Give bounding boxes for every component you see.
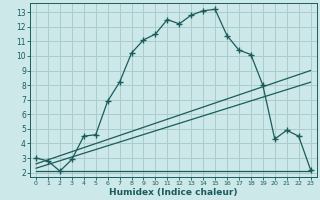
X-axis label: Humidex (Indice chaleur): Humidex (Indice chaleur) <box>109 188 237 197</box>
